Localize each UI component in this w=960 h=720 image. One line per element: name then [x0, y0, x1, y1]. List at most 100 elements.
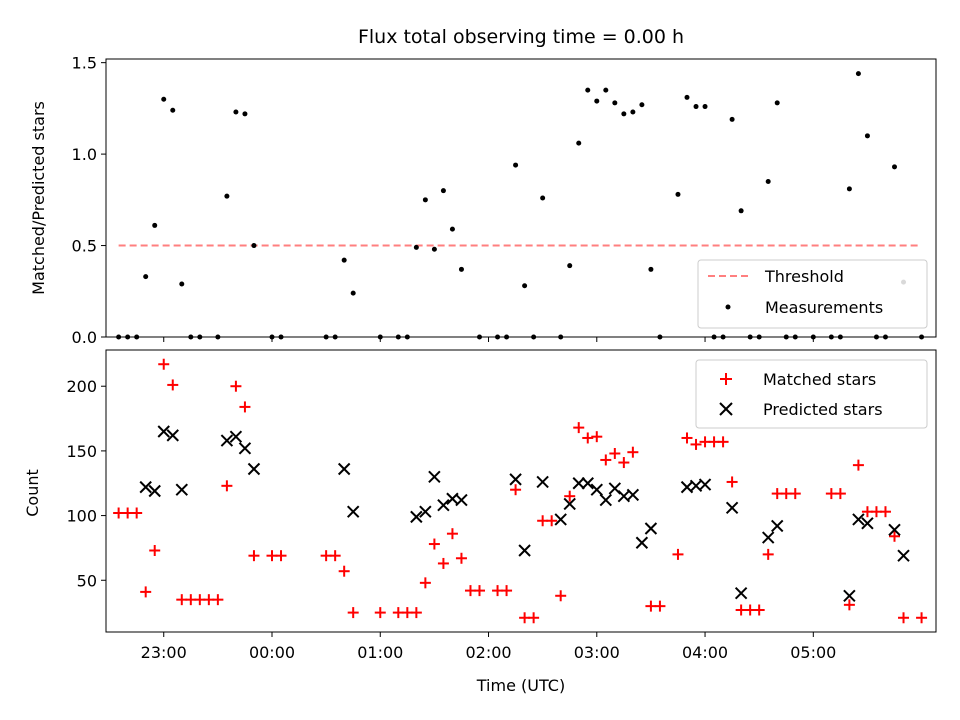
matched-star-point: [239, 401, 251, 413]
predicted-star-point: [509, 473, 522, 486]
bottom-panel: 50 100 150 200 23:00 00:00 01:00 02:00 03:00 04:…: [23, 349, 937, 695]
measurement-point: [495, 334, 501, 340]
x-tick-label: 03:00: [574, 643, 620, 662]
predicted-star-point: [626, 488, 640, 502]
matched-star-point: [347, 607, 359, 619]
measurement-point: [792, 334, 798, 340]
x-tick-label: 04:00: [682, 643, 728, 662]
x-tick-label: 00:00: [249, 643, 295, 662]
matched-star-point: [898, 612, 910, 624]
matched-star-point: [158, 358, 170, 370]
measurement-point: [576, 140, 582, 146]
predicted-star-point: [437, 499, 450, 512]
measurement-point: [756, 334, 762, 340]
measurement-point: [188, 334, 194, 340]
x-tick-label: 02:00: [465, 643, 511, 662]
bottom-y-tick-label: 100: [66, 507, 97, 526]
measurement-point: [125, 334, 131, 340]
x-tick-label: 05:00: [790, 643, 836, 662]
bottom-y-ticks: 50 100 150 200: [66, 377, 106, 590]
bottom-y-tick-label: 50: [77, 571, 97, 590]
measurement-point: [540, 195, 546, 201]
predicted-star-point: [635, 536, 649, 549]
measurement-point: [864, 133, 870, 139]
matched-star-point: [437, 557, 449, 569]
matched-star-point: [455, 552, 467, 564]
measurement-point: [341, 257, 347, 263]
top-legend-box: [697, 259, 928, 329]
predicted-star-point: [410, 510, 423, 524]
measurement-point: [458, 266, 464, 272]
measurement-point: [134, 334, 140, 340]
predicted-star-point: [518, 544, 531, 557]
measurement-point: [630, 109, 636, 115]
measurement-point: [531, 334, 537, 340]
chart-title: Flux total observing time = 0.00 h: [358, 26, 684, 48]
legend-threshold-label: Threshold: [764, 267, 844, 286]
predicted-star-point: [148, 484, 161, 498]
predicted-star-point: [599, 493, 613, 507]
bottom-legend: Matched stars Predicted stars: [695, 359, 928, 429]
matched-star-point: [446, 528, 458, 540]
measurement-point: [765, 179, 771, 185]
x-axis-label: Time (UTC): [476, 676, 565, 695]
predicted-star-point: [346, 505, 360, 518]
matched-star-point: [212, 594, 224, 606]
matched-star-point: [131, 507, 143, 519]
matched-star-point: [591, 431, 603, 443]
legend-predicted-label: Predicted stars: [763, 400, 883, 419]
matched-star-point: [410, 607, 422, 619]
predicted-star-point: [572, 477, 585, 490]
top-y-tick-label: 1.5: [72, 54, 97, 73]
measurement-point: [612, 100, 618, 106]
measurement-point: [594, 98, 600, 104]
measurement-point: [440, 188, 446, 194]
matched-star-point: [564, 490, 576, 502]
predicted-star-point: [590, 483, 603, 496]
matched-star-point: [140, 586, 152, 598]
matched-star-point: [528, 612, 540, 624]
top-y-ticks: 0.0 0.5 1.0 1.5: [72, 54, 106, 347]
measurement-point: [873, 334, 879, 340]
predicted-star-point: [897, 549, 910, 562]
predicted-star-point: [220, 434, 234, 447]
predicted-star-point: [725, 501, 739, 515]
predicted-star-point: [428, 470, 441, 483]
predicted-star-point: [229, 430, 243, 443]
matched-star-point: [600, 454, 612, 466]
predicted-star-point: [419, 505, 432, 518]
predicted-star-point: [771, 519, 784, 533]
measurement-point: [332, 334, 338, 340]
matched-star-point: [167, 379, 179, 391]
measurement-points: [116, 71, 925, 340]
matched-star-point: [338, 565, 350, 577]
legend-matched-swatch: [720, 373, 732, 385]
matched-star-point: [852, 459, 864, 471]
measurement-point: [278, 334, 284, 340]
x-tick-label: 23:00: [141, 643, 187, 662]
measurement-point: [684, 94, 690, 100]
matched-star-point: [510, 484, 522, 496]
measurement-point: [404, 334, 410, 340]
matched-star-point: [275, 550, 287, 562]
matched-star-point: [717, 436, 729, 448]
measurement-point: [152, 222, 158, 228]
matched-star-point: [753, 604, 765, 616]
top-panel-frame: [105, 58, 937, 338]
measurement-point: [242, 111, 248, 117]
measurement-point: [350, 290, 356, 296]
measurement-point: [729, 116, 735, 122]
top-legend: Threshold Measurements: [697, 259, 928, 329]
measurement-point: [657, 334, 663, 340]
matched-star-point: [762, 548, 774, 560]
measurement-point: [720, 334, 726, 340]
measurement-point: [504, 334, 510, 340]
measurement-point: [116, 334, 122, 340]
predicted-star-point: [166, 429, 179, 442]
predicted-star-point: [761, 531, 775, 544]
measurement-point: [919, 334, 925, 340]
matched-star-point: [726, 476, 738, 488]
measurement-point: [395, 334, 401, 340]
measurement-point: [170, 107, 176, 113]
